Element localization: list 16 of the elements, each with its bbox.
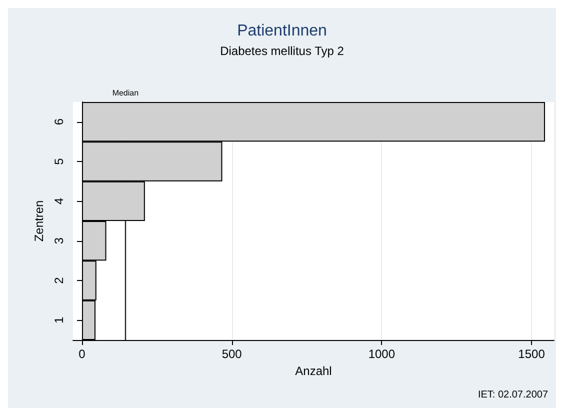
x-tick-label: 0 (78, 347, 86, 361)
y-tick-label: 6 (52, 118, 66, 126)
x-tick-label: 1000 (368, 347, 396, 361)
x-tick-label: 1500 (518, 347, 546, 361)
x-tick-label: 500 (222, 347, 242, 361)
y-tick-label: 5 (52, 158, 66, 165)
chart-title: PatientInnen (237, 22, 327, 40)
y-tick-label: 4 (52, 198, 66, 205)
x-axis-title: Anzahl (295, 364, 332, 378)
y-tick-label: 2 (52, 276, 66, 284)
y-tick-label: 3 (52, 237, 66, 244)
chart-subtitle: Diabetes mellitus Typ 2 (220, 44, 344, 58)
ref-line-label: Median (112, 88, 139, 98)
y-tick-label: 1 (52, 316, 66, 324)
text: IET: 02.07.2007 (478, 390, 548, 400)
y-axis-title: Zentren (32, 200, 46, 242)
